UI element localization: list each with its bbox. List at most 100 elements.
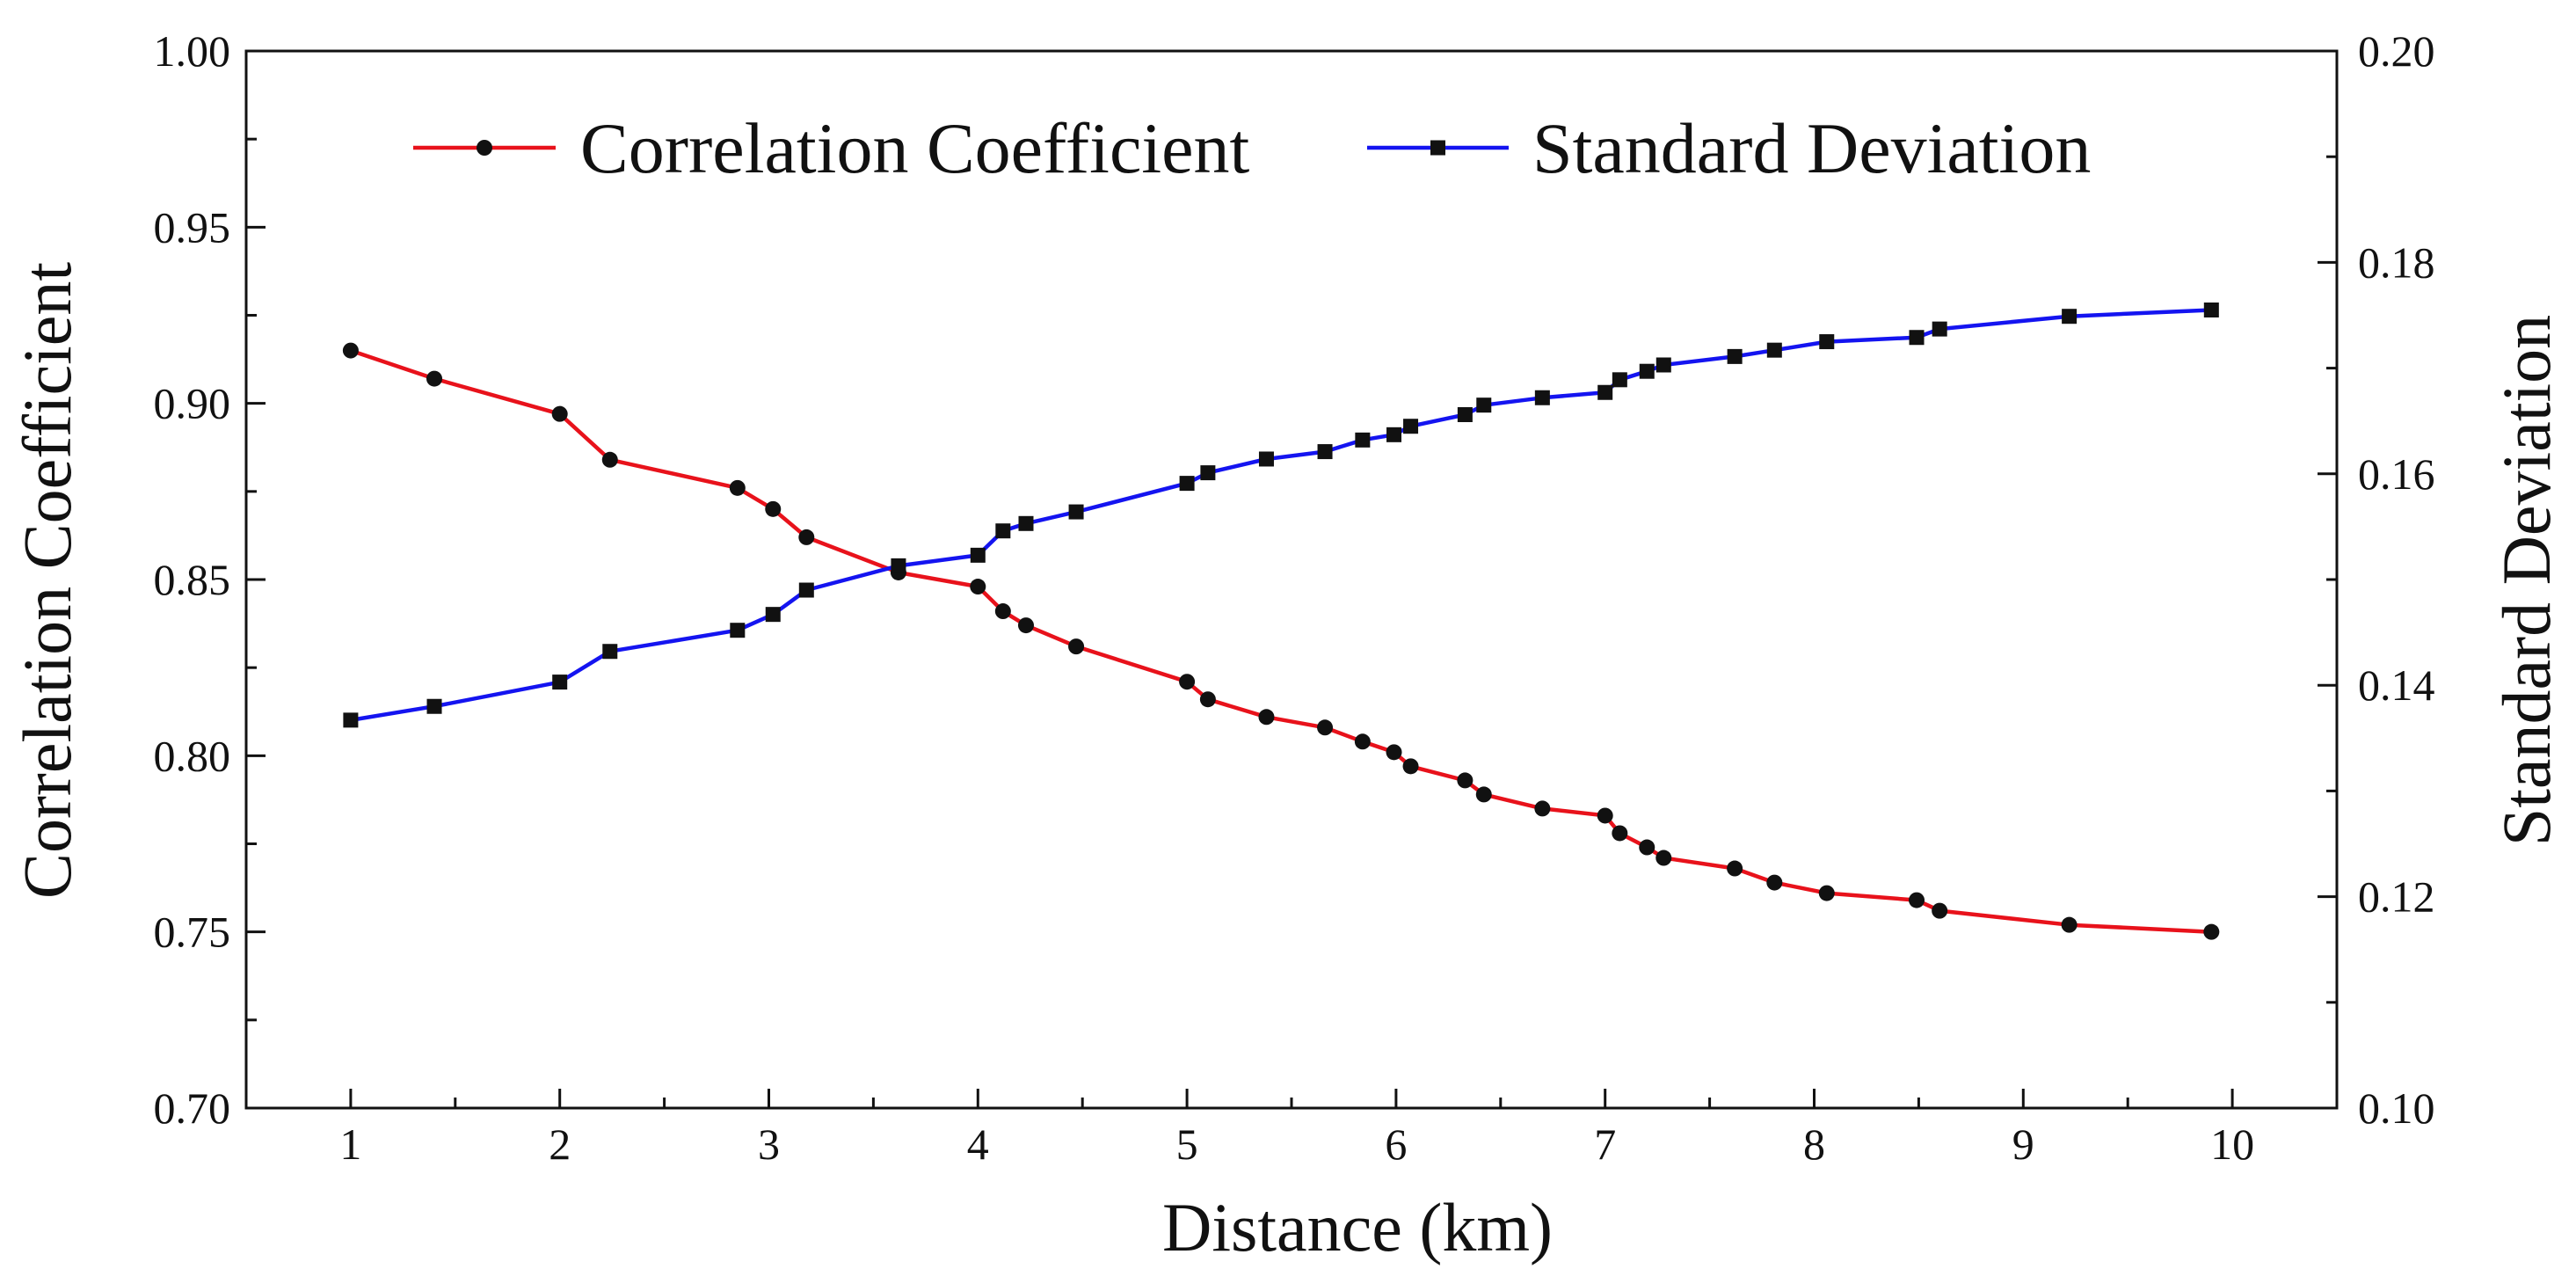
std-point bbox=[426, 698, 442, 714]
x-tick-label: 7 bbox=[1594, 1119, 1616, 1169]
legend-item-correlation: Correlation Coefficient bbox=[413, 108, 1250, 188]
std-point bbox=[1819, 334, 1835, 350]
correlation-point bbox=[1818, 885, 1835, 901]
x-tick-label: 8 bbox=[1803, 1119, 1825, 1169]
correlation-point bbox=[426, 370, 443, 387]
y2-tick-label: 0.12 bbox=[2358, 872, 2435, 922]
correlation-point bbox=[1475, 786, 1492, 803]
std-point bbox=[602, 644, 618, 660]
x-tick-label: 1 bbox=[339, 1119, 361, 1169]
correlation-point bbox=[1068, 638, 1085, 655]
y-tick-label: 1.00 bbox=[154, 26, 231, 76]
correlation-point bbox=[1386, 744, 1402, 761]
correlation-point bbox=[1612, 825, 1628, 842]
correlation-point bbox=[1317, 719, 1334, 736]
std-point bbox=[995, 523, 1011, 539]
legend-swatch-marker bbox=[1430, 140, 1445, 156]
y2-tick-label: 0.10 bbox=[2358, 1083, 2435, 1133]
std-point bbox=[1655, 357, 1671, 373]
std-point bbox=[765, 607, 781, 623]
correlation-point bbox=[1179, 674, 1196, 690]
std-point bbox=[970, 547, 986, 563]
correlation-point bbox=[1597, 807, 1613, 824]
correlation-point bbox=[2061, 916, 2078, 933]
x-tick-label: 2 bbox=[549, 1119, 571, 1169]
std-point bbox=[1476, 397, 1492, 413]
correlation-point bbox=[765, 500, 782, 517]
x-tick-label: 4 bbox=[967, 1119, 989, 1169]
y-tick-label: 0.90 bbox=[154, 379, 231, 428]
correlation-point bbox=[1639, 839, 1655, 856]
correlation-point bbox=[1354, 733, 1371, 750]
std-point bbox=[1403, 419, 1419, 434]
std-point bbox=[1727, 348, 1743, 364]
y2-tick-label: 0.14 bbox=[2358, 660, 2435, 710]
std-point bbox=[1909, 330, 1925, 346]
std-point bbox=[891, 558, 906, 573]
y2-tick-label: 0.20 bbox=[2358, 26, 2435, 76]
correlation-point bbox=[1017, 617, 1034, 634]
x-tick-label: 6 bbox=[1385, 1119, 1407, 1169]
std-point bbox=[552, 675, 568, 690]
y-tick-label: 0.75 bbox=[154, 908, 231, 957]
std-point bbox=[343, 712, 359, 728]
std-point bbox=[1932, 321, 1947, 337]
correlation-point bbox=[994, 603, 1011, 620]
correlation-line bbox=[350, 348, 2212, 934]
x-tick-label: 5 bbox=[1176, 1119, 1198, 1169]
correlation-point bbox=[729, 479, 746, 496]
std-point bbox=[2203, 302, 2219, 317]
y2-tick-label: 0.16 bbox=[2358, 449, 2435, 499]
std-series bbox=[343, 302, 2219, 728]
y-axis-title: Correlation Coefficient bbox=[9, 262, 85, 899]
std-point bbox=[1068, 504, 1084, 520]
legend-swatch-marker bbox=[477, 140, 492, 156]
std-point bbox=[1766, 342, 1782, 358]
legend-label: Standard Deviation bbox=[1532, 108, 2091, 188]
std-point bbox=[1597, 384, 1613, 400]
correlation-point bbox=[970, 579, 986, 595]
std-point bbox=[798, 582, 814, 598]
std-point bbox=[1457, 406, 1473, 422]
series-layer bbox=[342, 302, 2220, 940]
correlation-point bbox=[1909, 892, 1925, 908]
correlation-point bbox=[1402, 758, 1419, 775]
std-line bbox=[350, 308, 2212, 723]
std-point bbox=[1386, 427, 1402, 442]
correlation-series bbox=[342, 342, 2220, 940]
std-point bbox=[1200, 465, 1216, 481]
correlation-point bbox=[1655, 850, 1672, 866]
std-point bbox=[730, 623, 746, 638]
std-point bbox=[1258, 451, 1274, 467]
legend-item-std: Standard Deviation bbox=[1367, 108, 2091, 188]
x-tick-label: 9 bbox=[2012, 1119, 2034, 1169]
correlation-point bbox=[1199, 691, 1216, 708]
axes-layer: 1 2 3 4 5 6 7 8 9 10 0.70 0.75 0.80 0.85 0.90 0.95 1.00 0… bbox=[154, 26, 2435, 1169]
legend-label: Correlation Coefficient bbox=[580, 108, 1250, 188]
std-point bbox=[1355, 432, 1371, 448]
x-tick-label: 10 bbox=[2210, 1119, 2254, 1169]
y-tick-label: 0.70 bbox=[154, 1083, 231, 1133]
correlation-point bbox=[2203, 923, 2220, 940]
correlation-point bbox=[1457, 772, 1474, 789]
correlation-point bbox=[601, 451, 618, 468]
std-point bbox=[2062, 309, 2078, 325]
y-tick-label: 0.95 bbox=[154, 202, 231, 252]
std-point bbox=[1612, 372, 1627, 388]
std-point bbox=[1179, 476, 1195, 492]
std-point bbox=[1317, 444, 1333, 460]
x-tick-label: 3 bbox=[758, 1119, 780, 1169]
std-point bbox=[1018, 515, 1034, 531]
y-tick-label: 0.85 bbox=[154, 555, 231, 604]
std-point bbox=[1534, 390, 1550, 405]
correlation-point bbox=[1932, 902, 1948, 919]
plot-frame bbox=[244, 49, 2339, 1110]
correlation-point bbox=[1766, 874, 1783, 891]
correlation-point bbox=[1727, 860, 1743, 877]
y2-tick-label: 0.18 bbox=[2358, 237, 2435, 287]
correlation-point bbox=[1534, 800, 1551, 817]
correlation-point bbox=[551, 405, 568, 422]
legend: Correlation Coefficient Standard Deviatio… bbox=[413, 108, 2091, 188]
